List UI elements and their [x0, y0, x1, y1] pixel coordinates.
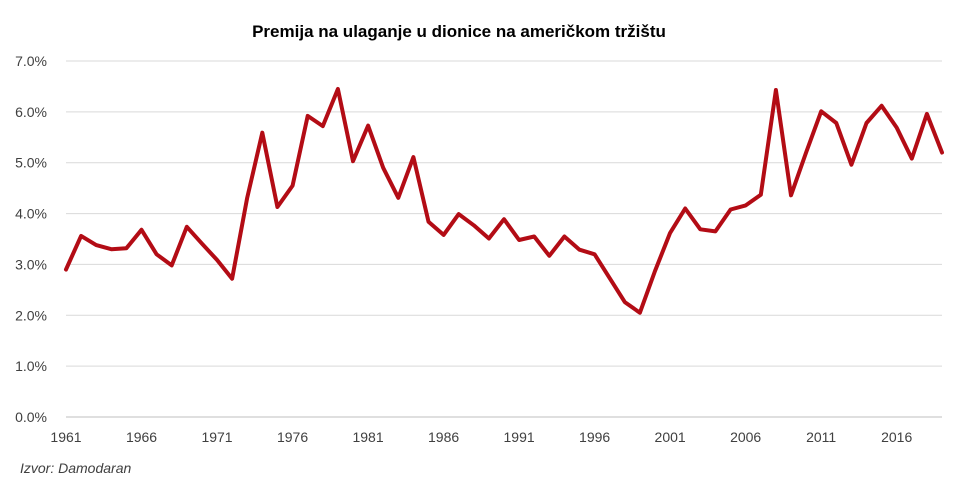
data-point: [109, 247, 113, 251]
data-point: [638, 311, 642, 315]
data-point: [291, 184, 295, 188]
data-point: [170, 263, 174, 267]
data-point: [381, 166, 385, 170]
y-tick-label: 5.0%: [15, 155, 47, 171]
x-tick-label: 2001: [655, 429, 686, 445]
data-point: [608, 276, 612, 280]
x-axis-ticks: 1961 1966 1971 1976 1981 1986 1991 1996 2001 2006…: [50, 429, 912, 445]
y-tick-label: 4.0%: [15, 206, 47, 222]
data-point: [457, 212, 461, 216]
x-tick-label: 1976: [277, 429, 308, 445]
data-point: [547, 254, 551, 258]
chart-title: Premija na ulaganje u dionice na američk…: [252, 22, 666, 41]
data-point: [925, 112, 929, 116]
data-point: [593, 252, 597, 256]
data-point: [729, 208, 733, 212]
data-point: [411, 155, 415, 159]
data-point: [880, 104, 884, 108]
data-point: [487, 236, 491, 240]
data-point: [351, 159, 355, 163]
data-point: [744, 203, 748, 207]
x-tick-label: 1966: [126, 429, 157, 445]
x-tick-label: 1996: [579, 429, 610, 445]
data-point: [562, 234, 566, 238]
data-point: [366, 124, 370, 128]
series-layer: [64, 87, 944, 315]
series-line: [64, 87, 944, 315]
data-point: [623, 300, 627, 304]
data-point: [789, 193, 793, 197]
x-tick-label: 2011: [806, 429, 836, 445]
data-point: [517, 238, 521, 242]
data-point: [79, 234, 83, 238]
data-point: [336, 87, 340, 91]
x-tick-label: 2016: [881, 429, 912, 445]
y-tick-label: 6.0%: [15, 104, 47, 120]
y-tick-label: 2.0%: [15, 307, 47, 323]
data-point: [698, 227, 702, 231]
data-point: [200, 242, 204, 246]
data-point: [140, 228, 144, 232]
data-point: [578, 248, 582, 252]
data-point: [185, 225, 189, 229]
x-tick-label: 1986: [428, 429, 459, 445]
y-tick-label: 3.0%: [15, 256, 47, 272]
y-tick-label: 7.0%: [15, 53, 47, 69]
data-point: [215, 258, 219, 262]
data-point: [774, 88, 778, 92]
data-point: [895, 126, 899, 130]
data-point: [94, 243, 98, 247]
data-point: [849, 163, 853, 167]
data-point: [124, 246, 128, 250]
data-point: [321, 124, 325, 128]
x-tick-label: 1961: [50, 429, 81, 445]
data-point: [260, 131, 264, 135]
data-point: [426, 220, 430, 224]
data-point: [275, 205, 279, 209]
x-tick-label: 1981: [352, 429, 383, 445]
x-tick-label: 1971: [201, 429, 232, 445]
data-point: [683, 206, 687, 210]
data-point: [713, 229, 717, 233]
x-tick-label: 2006: [730, 429, 761, 445]
data-point: [834, 121, 838, 125]
data-point: [306, 114, 310, 118]
data-point: [230, 277, 234, 281]
y-tick-label: 0.0%: [15, 409, 47, 425]
data-point: [64, 268, 68, 272]
data-point: [653, 269, 657, 273]
y-axis-ticks: 0.0% 1.0% 2.0% 3.0% 4.0% 5.0% 6.0% 7.0%: [15, 53, 47, 425]
data-point: [910, 157, 914, 161]
data-point: [155, 252, 159, 256]
data-point: [864, 121, 868, 125]
data-point: [245, 196, 249, 200]
data-point: [532, 234, 536, 238]
data-point: [472, 223, 476, 227]
data-point: [759, 193, 763, 197]
source-note: Izvor: Damodaran: [20, 460, 131, 476]
y-tick-label: 1.0%: [15, 358, 47, 374]
data-point: [819, 109, 823, 113]
data-point: [396, 196, 400, 200]
data-point: [668, 231, 672, 235]
gridlines: [66, 60, 942, 418]
data-point: [502, 217, 506, 221]
data-point: [442, 233, 446, 237]
x-tick-label: 1991: [504, 429, 535, 445]
data-point: [940, 151, 944, 155]
data-point: [804, 151, 808, 155]
